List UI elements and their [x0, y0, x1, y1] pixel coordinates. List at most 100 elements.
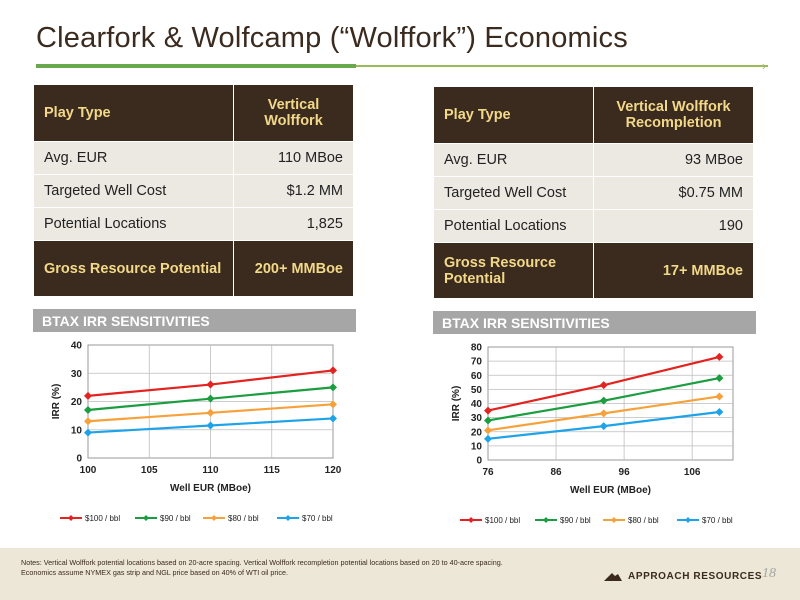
data-point: [206, 421, 215, 430]
chevron-right-icon: ›: [762, 59, 766, 73]
legend-marker: [68, 515, 74, 521]
title-rule-accent: [36, 64, 356, 68]
data-point: [599, 396, 608, 405]
y-tick-label: 40: [471, 399, 483, 410]
y-tick-label: 10: [471, 441, 483, 452]
row-value: 190: [593, 209, 754, 243]
data-point: [206, 380, 215, 389]
legend-label: $90 / bbl: [160, 514, 191, 523]
y-tick-label: 30: [71, 369, 83, 380]
legend-label: $100 / bbl: [85, 514, 120, 523]
title-rule: [36, 65, 768, 67]
row-value: 200+ MMBoe: [233, 240, 354, 297]
legend-marker: [285, 515, 291, 521]
table-row: Targeted Well Cost $1.2 MM: [33, 174, 354, 208]
btax-irr-sensitivities-label-right: BTAX IRR SENSITIVITIES: [433, 311, 756, 334]
mountain-icon: [604, 573, 622, 581]
row-label: Avg. EUR: [33, 141, 234, 175]
footnote-line: Notes: Vertical Wolffork potential locat…: [21, 558, 503, 567]
x-tick-label: 86: [550, 467, 562, 478]
legend-marker: [143, 515, 149, 521]
x-tick-label: 106: [684, 467, 701, 478]
table-row: Avg. EUR 93 MBoe: [433, 143, 754, 177]
gross-resource-row: Gross Resource Potential 17+ MMBoe: [433, 242, 754, 299]
irr-chart-left: 0 10 20 30 40 100 105 110 115 120 Well EUR (MBoe) I…: [51, 341, 342, 524]
x-tick-label: 120: [325, 465, 342, 476]
row-label: Gross Resource Potential: [33, 240, 234, 297]
y-tick-label: 20: [71, 397, 83, 408]
x-tick-label: 76: [482, 467, 494, 478]
row-value: 93 MBoe: [593, 143, 754, 177]
row-label: Targeted Well Cost: [33, 174, 234, 208]
x-axis-label: Well EUR (MBoe): [170, 483, 251, 494]
row-value: 1,825: [233, 207, 354, 241]
logo-text: APPROACH RESOURCES: [628, 571, 763, 582]
row-value: $0.75 MM: [593, 176, 754, 210]
y-tick-label: 20: [471, 427, 483, 438]
data-point: [599, 422, 608, 431]
y-tick-label: 10: [71, 425, 83, 436]
x-tick-label: 115: [264, 465, 281, 476]
table-row: Potential Locations 1,825: [33, 207, 354, 241]
btax-irr-sensitivities-label-left: BTAX IRR SENSITIVITIES: [33, 309, 356, 332]
data-point: [599, 381, 608, 390]
row-value: 17+ MMBoe: [593, 242, 754, 299]
x-axis-label: Well EUR (MBoe): [570, 485, 651, 496]
data-point: [484, 434, 492, 443]
gross-resource-row: Gross Resource Potential 200+ MMBoe: [33, 240, 354, 297]
y-tick-label: 30: [471, 413, 483, 424]
data-point: [599, 409, 608, 418]
table-row: Potential Locations 190: [433, 209, 754, 243]
data-point: [329, 400, 337, 409]
table-header-row: Play Type Vertical Wolffork Recompletion: [433, 86, 754, 144]
legend-label: $100 / bbl: [485, 516, 520, 525]
data-point: [329, 414, 337, 423]
row-value: 110 MBoe: [233, 141, 354, 175]
data-point: [84, 428, 92, 437]
economics-table-left: Play Type Vertical Wolffork Avg. EUR 110…: [33, 84, 354, 297]
legend-marker: [685, 517, 691, 523]
page-title: Clearfork & Wolfcamp (“Wolffork”) Econom…: [36, 22, 628, 54]
legend-label: $70 / bbl: [702, 516, 733, 525]
footer-bar: [0, 548, 800, 600]
irr-chart-right: 0 10 20 30 40 50 60 70 80 76 86 96 106 Well EUR (MBoe…: [451, 343, 734, 525]
x-tick-label: 110: [202, 465, 219, 476]
y-tick-label: 50: [471, 385, 483, 396]
footnote-line: Economics assume NYMEX gas strip and NGL…: [21, 568, 288, 577]
row-label: Gross Resource Potential: [433, 242, 594, 299]
data-point: [84, 391, 92, 400]
y-axis-label: IRR (%): [51, 384, 62, 420]
data-point: [715, 407, 724, 416]
table-row: Targeted Well Cost $0.75 MM: [433, 176, 754, 210]
x-tick-label: 96: [619, 467, 631, 478]
table-row: Avg. EUR 110 MBoe: [33, 141, 354, 175]
data-point: [715, 392, 724, 401]
row-label: Avg. EUR: [433, 143, 594, 177]
x-tick-label: 105: [141, 465, 158, 476]
data-point: [715, 352, 724, 361]
header-cell: Play Type: [33, 84, 234, 142]
data-point: [484, 406, 492, 415]
data-point: [206, 394, 215, 403]
legend-label: $90 / bbl: [560, 516, 591, 525]
legend-label: $80 / bbl: [228, 514, 259, 523]
row-label: Targeted Well Cost: [433, 176, 594, 210]
y-tick-label: 80: [471, 343, 483, 354]
data-point: [329, 366, 337, 375]
data-point: [484, 416, 492, 425]
y-tick-label: 0: [476, 456, 482, 467]
economics-table-right: Play Type Vertical Wolffork Recompletion…: [433, 86, 754, 299]
header-cell: Vertical Wolffork Recompletion: [593, 86, 754, 144]
legend-label: $70 / bbl: [302, 514, 333, 523]
legend-marker: [211, 515, 217, 521]
footnotes: Notes: Vertical Wolffork potential locat…: [21, 558, 581, 578]
data-point: [206, 408, 215, 417]
data-point: [84, 405, 92, 414]
row-label: Potential Locations: [33, 207, 234, 241]
legend-marker: [611, 517, 617, 523]
company-logo: APPROACH RESOURCES: [604, 571, 762, 582]
data-point: [329, 383, 337, 392]
header-cell: Vertical Wolffork: [233, 84, 354, 142]
x-tick-label: 100: [80, 465, 97, 476]
y-axis-label: IRR (%): [451, 386, 462, 422]
